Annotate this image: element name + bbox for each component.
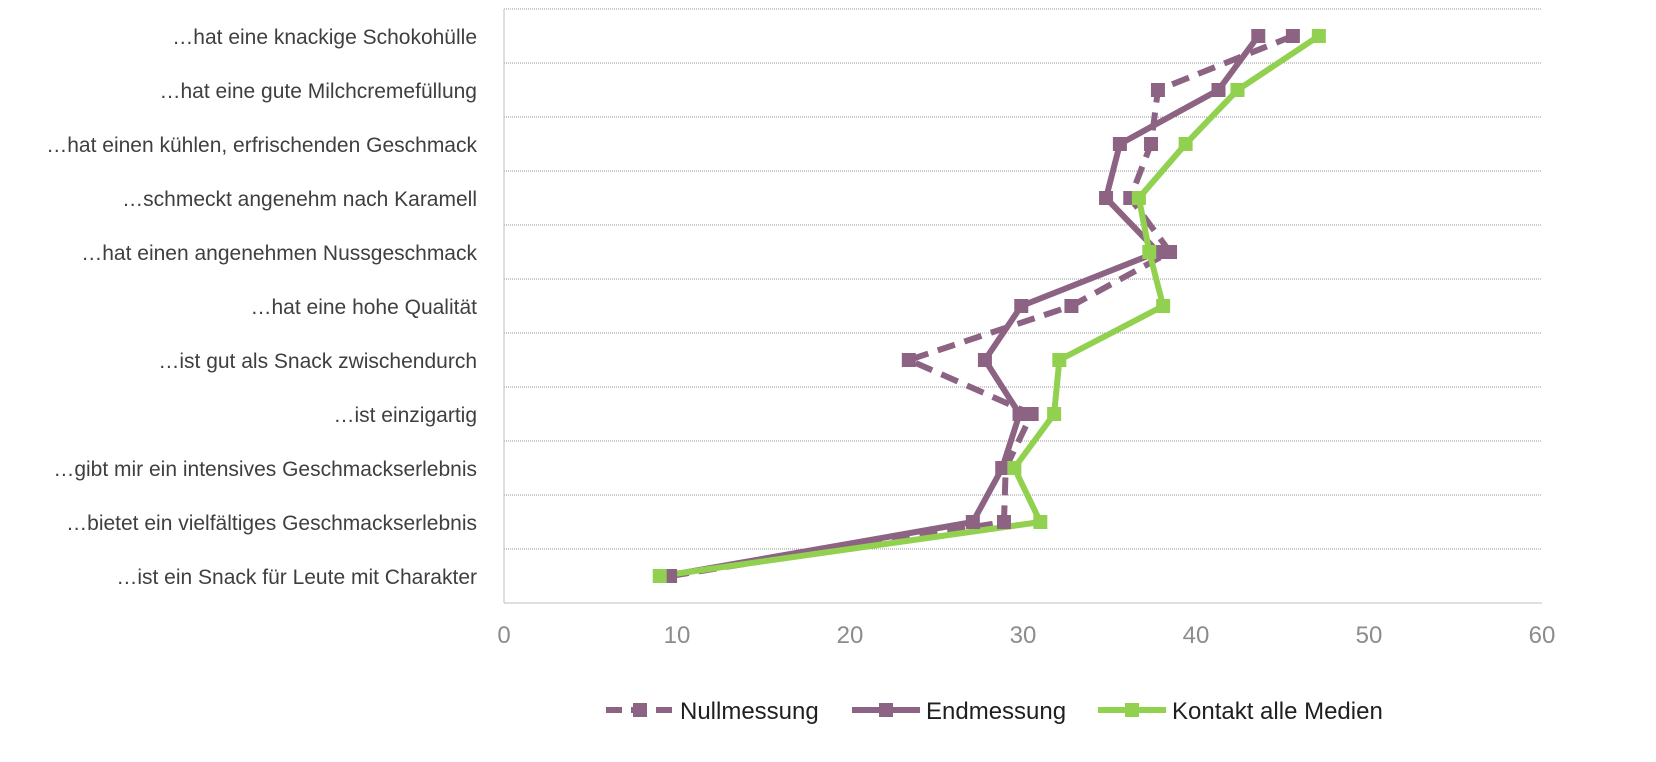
data-point-marker xyxy=(965,515,980,529)
data-point-marker xyxy=(1033,515,1048,529)
data-point-marker xyxy=(1230,83,1245,97)
legend-label: Nullmessung xyxy=(680,698,819,725)
category-label: …bietet ein vielfältiges Geschmackserleb… xyxy=(66,512,477,535)
x-tick-label: 20 xyxy=(837,622,864,649)
category-label: …hat eine hohe Qualität xyxy=(251,296,478,319)
legend-swatch-marker xyxy=(879,703,893,717)
data-point-marker xyxy=(1311,29,1326,43)
data-point-marker xyxy=(1156,299,1171,313)
category-label: …schmeckt angenehm nach Karamell xyxy=(122,188,477,211)
x-tick-label: 40 xyxy=(1183,622,1210,649)
series-line xyxy=(669,33,1294,579)
data-point-marker xyxy=(1163,245,1178,259)
category-label: …ist einzigartig xyxy=(333,404,477,427)
data-point-marker xyxy=(1007,461,1022,475)
legend-label: Endmessung xyxy=(926,698,1066,725)
category-label: …ist gut als Snack zwischendurch xyxy=(158,350,477,373)
category-label: …hat einen angenehmen Nussgeschmack xyxy=(81,242,477,265)
legend-swatch-marker xyxy=(1125,703,1139,717)
data-point-marker xyxy=(1014,299,1029,313)
series-group xyxy=(652,29,1326,583)
data-point-marker xyxy=(1047,407,1062,421)
x-tick-label: 60 xyxy=(1529,622,1556,649)
data-point-marker xyxy=(1131,191,1146,205)
x-tick-label: 10 xyxy=(664,622,691,649)
data-point-marker xyxy=(1211,83,1226,97)
data-point-marker xyxy=(1142,245,1157,259)
category-labels: …hat eine knackige Schokohülle …hat eine … xyxy=(46,26,477,589)
data-point-marker xyxy=(1285,29,1300,43)
data-point-marker xyxy=(901,353,916,367)
gridlines xyxy=(504,8,1542,550)
data-point-marker xyxy=(996,515,1011,529)
data-point-marker xyxy=(1064,299,1079,313)
category-label: …hat eine knackige Schokohülle xyxy=(172,26,477,49)
data-point-marker xyxy=(995,461,1010,475)
data-point-marker xyxy=(1150,83,1165,97)
legend-swatch-marker xyxy=(633,703,647,717)
data-point-marker xyxy=(1144,137,1159,151)
x-tick-label: 0 xyxy=(497,622,510,649)
data-point-marker xyxy=(1024,407,1039,421)
category-label: …gibt mir ein intensives Geschmackserleb… xyxy=(53,458,477,481)
category-label: …hat eine gute Milchcremefüllung xyxy=(159,80,477,103)
data-point-marker xyxy=(1012,407,1027,421)
data-point-marker xyxy=(652,569,667,583)
legend: Nullmessung Endmessung Kontakt alle Medien xyxy=(606,698,1383,725)
data-point-marker xyxy=(1112,137,1127,151)
data-point-marker xyxy=(1178,137,1193,151)
category-label: …hat einen kühlen, erfrischenden Geschma… xyxy=(46,134,477,157)
x-tick-label: 50 xyxy=(1356,622,1383,649)
data-point-marker xyxy=(1251,29,1266,43)
x-tick-label: 30 xyxy=(1010,622,1037,649)
category-label: …ist ein Snack für Leute mit Charakter xyxy=(116,566,477,589)
data-point-marker xyxy=(1052,353,1067,367)
legend-label: Kontakt alle Medien xyxy=(1172,698,1383,725)
x-tick-labels: 0 10 20 30 40 50 60 xyxy=(497,622,1555,649)
data-point-marker xyxy=(1099,191,1114,205)
data-point-marker xyxy=(977,353,992,367)
